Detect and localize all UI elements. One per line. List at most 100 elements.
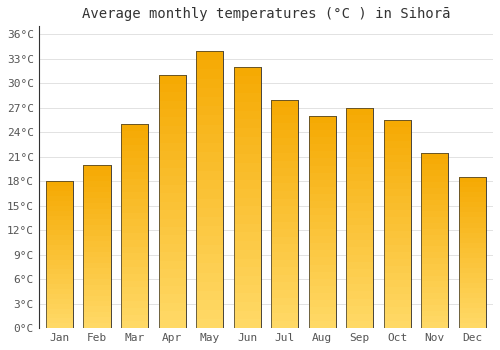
Bar xyxy=(422,170,448,176)
Bar xyxy=(234,93,260,102)
Bar xyxy=(459,323,486,328)
Bar xyxy=(84,252,110,258)
Bar xyxy=(234,145,260,154)
Bar xyxy=(384,134,411,141)
Bar xyxy=(346,145,374,152)
Bar xyxy=(121,186,148,192)
Bar xyxy=(158,236,186,244)
Bar xyxy=(346,299,374,306)
Bar xyxy=(271,260,298,267)
Bar xyxy=(234,102,260,111)
Bar xyxy=(271,244,298,252)
Bar xyxy=(422,229,448,234)
Bar xyxy=(384,224,411,231)
Bar xyxy=(422,176,448,182)
Bar xyxy=(46,181,73,186)
Bar xyxy=(459,212,486,217)
Bar xyxy=(158,84,186,92)
Bar xyxy=(346,255,374,262)
Bar xyxy=(346,203,374,211)
Bar xyxy=(46,230,73,235)
Bar xyxy=(196,245,223,254)
Bar xyxy=(308,159,336,166)
Bar xyxy=(158,244,186,252)
Bar xyxy=(84,247,110,252)
Bar xyxy=(46,220,73,225)
Bar xyxy=(121,315,148,321)
Bar xyxy=(271,115,298,122)
Bar xyxy=(346,108,374,115)
Bar xyxy=(121,212,148,219)
Bar xyxy=(234,285,260,293)
Bar xyxy=(234,250,260,259)
Bar xyxy=(196,208,223,217)
Bar xyxy=(422,246,448,252)
Bar xyxy=(234,189,260,198)
Bar xyxy=(384,176,411,183)
Bar xyxy=(84,165,110,328)
Bar xyxy=(346,108,374,328)
Bar xyxy=(234,267,260,276)
Bar xyxy=(196,134,223,143)
Bar xyxy=(308,130,336,137)
Bar xyxy=(196,199,223,208)
Bar xyxy=(121,145,148,152)
Bar xyxy=(158,261,186,269)
Bar xyxy=(384,210,411,217)
Bar xyxy=(196,51,223,328)
Bar xyxy=(234,293,260,302)
Bar xyxy=(158,100,186,109)
Bar xyxy=(459,177,486,328)
Bar xyxy=(459,238,486,243)
Bar xyxy=(422,153,448,159)
Bar xyxy=(308,314,336,321)
Bar xyxy=(158,320,186,328)
Bar xyxy=(308,208,336,215)
Bar xyxy=(46,260,73,265)
Bar xyxy=(158,278,186,286)
Bar xyxy=(234,311,260,320)
Bar xyxy=(459,217,486,223)
Bar xyxy=(422,164,448,170)
Bar xyxy=(384,273,411,280)
Bar xyxy=(271,282,298,290)
Bar xyxy=(196,319,223,328)
Bar xyxy=(308,123,336,130)
Bar xyxy=(84,176,110,181)
Bar xyxy=(234,320,260,328)
Bar xyxy=(46,201,73,206)
Bar xyxy=(346,218,374,225)
Bar xyxy=(158,151,186,160)
Bar xyxy=(158,269,186,278)
Bar xyxy=(308,258,336,265)
Bar xyxy=(121,158,148,165)
Bar xyxy=(158,75,186,84)
Bar xyxy=(158,210,186,219)
Bar xyxy=(308,137,336,144)
Bar xyxy=(384,314,411,321)
Bar xyxy=(121,287,148,294)
Bar xyxy=(422,316,448,322)
Bar xyxy=(46,181,73,328)
Bar xyxy=(46,250,73,255)
Bar xyxy=(46,279,73,284)
Bar xyxy=(384,141,411,148)
Bar xyxy=(46,211,73,216)
Bar xyxy=(158,185,186,193)
Bar xyxy=(158,160,186,168)
Bar xyxy=(84,209,110,214)
Bar xyxy=(121,321,148,328)
Bar xyxy=(84,181,110,187)
Bar xyxy=(459,278,486,283)
Bar xyxy=(46,196,73,201)
Bar xyxy=(234,259,260,267)
Bar xyxy=(121,308,148,315)
Bar xyxy=(196,97,223,106)
Bar xyxy=(308,279,336,286)
Bar xyxy=(308,250,336,258)
Bar xyxy=(84,285,110,290)
Bar xyxy=(271,275,298,282)
Bar xyxy=(84,258,110,263)
Bar xyxy=(346,321,374,328)
Bar xyxy=(46,289,73,294)
